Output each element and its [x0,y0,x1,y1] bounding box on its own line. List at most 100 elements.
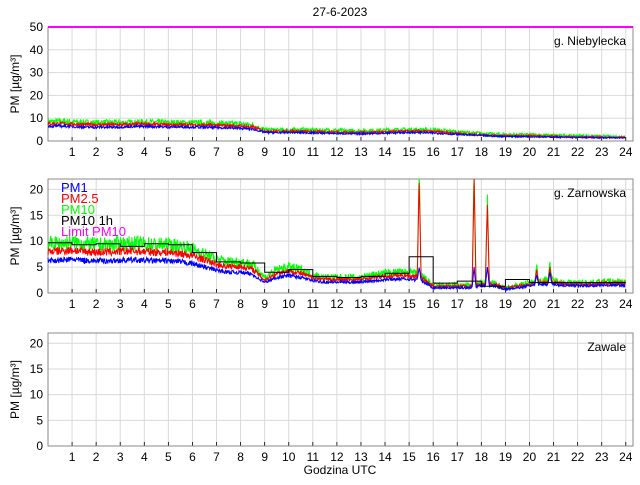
legend-entry: Limit PM10 [61,224,126,239]
panel-label: g. Zarnowska [554,186,626,200]
x-tick-label: 7 [213,145,220,159]
x-tick-label: 3 [117,145,124,159]
y-tick-label: 50 [30,20,44,34]
x-tick-label: 7 [213,297,220,311]
x-tick-label: 22 [571,145,585,159]
y-tick-label: 10 [30,388,44,402]
series-pm1-line [47,255,626,292]
x-tick-label: 20 [523,145,537,159]
x-tick-label: 1 [69,145,76,159]
series-pm10-1h-line [48,242,626,287]
x-tick-label: 6 [189,297,196,311]
x-tick-label: 22 [571,450,585,464]
x-tick-label: 17 [451,450,465,464]
x-tick-label: 16 [427,145,441,159]
y-tick-label: 0 [36,286,43,300]
x-tick-label: 3 [117,297,124,311]
y-tick-label: 5 [36,413,43,427]
x-tick-label: 20 [523,450,537,464]
x-tick-label: 7 [213,450,220,464]
x-tick-label: 6 [189,145,196,159]
y-tick-label: 0 [36,134,43,148]
x-tick-label: 5 [165,145,172,159]
x-tick-label: 12 [330,297,344,311]
x-tick-label: 17 [451,145,465,159]
panel-zawale: 1 2 3 4 5 6 7 8 9 10 11 12 13 14 15 16 17 18 19 20 21 22 23 240… [8,332,634,464]
x-tick-label: 20 [523,297,537,311]
x-tick-label: 14 [378,450,392,464]
x-tick-label: 6 [189,450,196,464]
y-axis-label: PM [µg/m³] [8,360,22,419]
x-tick-label: 2 [93,145,100,159]
x-tick-label: 19 [499,297,513,311]
plot-frame [47,332,634,447]
y-tick-label: 20 [30,88,44,102]
x-tick-label: 12 [330,450,344,464]
y-tick-label: 15 [30,362,44,376]
y-tick-label: 10 [30,234,44,248]
x-tick-label: 11 [307,145,320,159]
y-tick-label: 20 [30,336,44,350]
x-tick-label: 24 [619,297,633,311]
x-tick-label: 4 [141,297,148,311]
y-axis-label: PM [µg/m³] [8,207,22,266]
x-tick-label: 13 [354,450,368,464]
x-tick-label: 11 [307,450,320,464]
x-tick-label: 11 [307,297,320,311]
x-tick-label: 22 [571,297,585,311]
panel-label: Zawale [587,340,626,354]
x-tick-label: 21 [547,297,561,311]
x-tick-label: 14 [378,145,392,159]
legend-entry: PM2.5 [61,191,99,206]
x-tick-label: 5 [165,297,172,311]
x-tick-label: 16 [427,450,441,464]
x-tick-label: 19 [499,450,513,464]
x-tick-label: 23 [595,297,609,311]
series-pm1-line [47,123,626,140]
x-tick-label: 21 [547,450,561,464]
x-tick-label: 2 [93,450,100,464]
x-tick-label: 8 [237,145,244,159]
x-tick-label: 4 [141,145,148,159]
x-tick-label: 8 [237,450,244,464]
y-tick-label: 5 [36,260,43,274]
x-tick-label: 9 [261,450,268,464]
y-tick-label: 30 [30,66,44,80]
x-tick-label: 17 [451,297,465,311]
x-tick-label: 8 [237,297,244,311]
x-tick-label: 18 [475,145,489,159]
y-tick-label: 10 [30,111,44,125]
x-tick-label: 18 [475,297,489,311]
x-tick-label: 24 [619,145,633,159]
y-tick-label: 40 [30,43,44,57]
x-tick-label: 15 [402,450,416,464]
x-tick-label: 19 [499,145,513,159]
legend-entry: PM10 [61,202,95,217]
panel-label: g. Niebylecka [554,34,626,48]
x-tick-label: 4 [141,450,148,464]
x-tick-label: 9 [261,297,268,311]
x-tick-label: 16 [427,297,441,311]
panel-g-zarnowska: 1 2 3 4 5 6 7 8 9 10 11 12 13 14 15 16 17 18 19 20 21 22 23 240… [8,178,634,311]
x-tick-label: 13 [354,145,368,159]
plot-frame [47,178,634,294]
x-axis-label: Godzina UTC [304,463,377,477]
x-tick-label: 15 [402,297,416,311]
panel-g-niebylecka: 1 2 3 4 5 6 7 8 9 10 11 12 13 14 15 16 17 18 19 20 21 22 23 240… [8,20,634,159]
x-tick-label: 10 [282,450,296,464]
y-tick-label: 0 [36,439,43,453]
x-tick-label: 21 [547,145,561,159]
chart-title: 27-6-2023 [313,5,368,19]
x-tick-label: 3 [117,450,124,464]
x-tick-label: 10 [282,297,296,311]
legend-entry: PM10 1h [61,213,113,228]
y-tick-label: 15 [30,208,44,222]
legend-entry: PM1 [61,180,88,195]
y-axis-label: PM [µg/m³] [8,55,22,114]
x-tick-label: 23 [595,450,609,464]
x-tick-label: 5 [165,450,172,464]
x-tick-label: 1 [69,297,76,311]
x-tick-label: 9 [261,145,268,159]
x-tick-label: 14 [378,297,392,311]
